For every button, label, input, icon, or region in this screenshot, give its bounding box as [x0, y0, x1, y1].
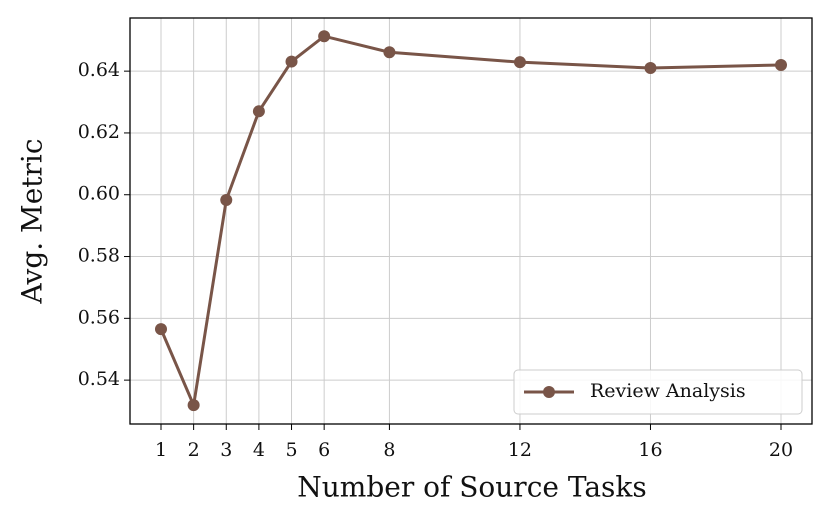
y-tick-label: 0.56 [78, 306, 120, 328]
x-tick-label: 16 [638, 439, 662, 461]
data-point [252, 105, 265, 118]
x-axis-label: Number of Source Tasks [297, 471, 647, 504]
x-tick-label: 4 [253, 439, 265, 461]
data-point [513, 56, 526, 69]
data-point [285, 55, 298, 68]
x-tick-label: 2 [188, 439, 200, 461]
plot-frame [129, 17, 813, 425]
x-tick-label: 8 [383, 439, 395, 461]
x-tick-label: 12 [508, 439, 532, 461]
x-tick-label: 5 [285, 439, 297, 461]
data-point [187, 399, 200, 412]
y-axis-label: Avg. Metric [16, 138, 49, 304]
legend-marker [543, 386, 555, 398]
series-line [159, 34, 782, 411]
y-tick-label: 0.60 [78, 183, 120, 205]
legend-label: Review Analysis [590, 380, 746, 402]
y-tick-label: 0.54 [78, 368, 120, 390]
data-point [644, 62, 657, 75]
y-tick-label: 0.64 [78, 59, 120, 81]
data-point [775, 58, 787, 71]
x-tick-label: 3 [220, 439, 232, 461]
data-point [220, 193, 233, 206]
y-tick-label: 0.58 [78, 245, 120, 267]
x-tick-label: 20 [769, 439, 793, 461]
data-point [383, 46, 396, 59]
x-tick-label: 6 [318, 439, 330, 461]
data-point [155, 323, 167, 336]
y-tick-label: 0.62 [78, 121, 120, 143]
legend-box [513, 369, 803, 415]
data-point [318, 30, 331, 43]
x-tick-label: 1 [155, 439, 167, 461]
